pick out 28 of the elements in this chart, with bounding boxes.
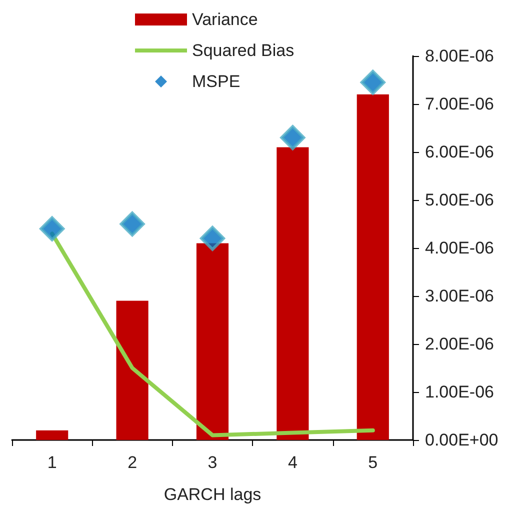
y-tick-label: 3.00E-06 xyxy=(425,286,494,306)
x-tick-label: 4 xyxy=(288,453,298,472)
point xyxy=(40,216,65,242)
bar xyxy=(356,94,389,440)
bar xyxy=(116,300,148,440)
point xyxy=(120,212,145,236)
x-tick-label: 1 xyxy=(47,453,57,472)
point xyxy=(200,226,225,251)
y-tick-label: 8.00E-06 xyxy=(425,46,494,66)
y-tick-label: 1.00E-06 xyxy=(425,382,494,402)
legend-label: MSPE xyxy=(192,72,240,91)
bar xyxy=(196,243,229,440)
bar xyxy=(36,430,68,440)
x-tick-label: 5 xyxy=(368,453,378,472)
y-tick-label: 2.00E-06 xyxy=(425,334,494,354)
point xyxy=(280,125,306,150)
y-tick-label: 7.00E-06 xyxy=(425,94,494,114)
x-axis-title: GARCH lags xyxy=(164,485,262,504)
legend-label: Variance xyxy=(192,10,258,29)
y-tick-label: 4.00E-06 xyxy=(425,238,494,258)
y-tick-label: 0.00E+00 xyxy=(425,430,498,450)
point xyxy=(360,70,386,95)
y-tick-label: 6.00E-06 xyxy=(425,142,494,162)
bar xyxy=(276,147,309,440)
y-tick-label: 5.00E-06 xyxy=(425,190,494,210)
legend-label: Squared Bias xyxy=(192,41,294,60)
x-tick-label: 2 xyxy=(128,453,138,472)
x-tick-label: 3 xyxy=(208,453,218,472)
